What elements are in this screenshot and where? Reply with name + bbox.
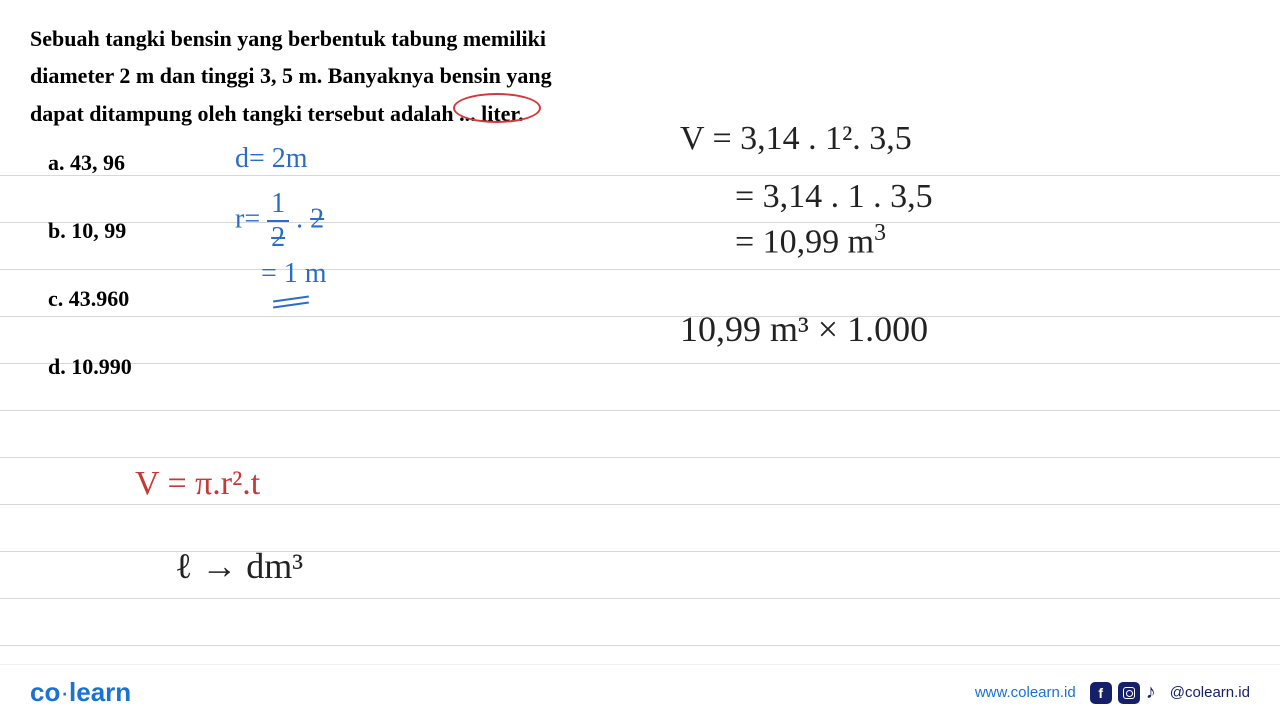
question-line-3-part: dapat ditampung oleh tangki tersebut ada… (30, 101, 459, 126)
blue-note-radius: r= 1 2 . 2 (235, 188, 324, 254)
footer-bar: co·learn www.colearn.id f ♪ @colearn.id (0, 664, 1280, 720)
footer-right: www.colearn.id f ♪ @colearn.id (975, 681, 1250, 704)
website-link[interactable]: www.colearn.id (975, 684, 1076, 701)
black-calc-v3: = 10,99 m3 (735, 220, 886, 261)
tiktok-icon[interactable]: ♪ (1146, 681, 1156, 704)
red-circle-annotation (453, 93, 541, 123)
blue-double-underline (273, 298, 309, 312)
red-formula: V = π.r².t (135, 465, 260, 503)
black-calc-v2: = 3,14 . 1 . 3,5 (735, 178, 933, 216)
option-d: d. 10.990 (48, 354, 630, 380)
instagram-icon[interactable] (1118, 682, 1140, 704)
option-b: b. 10, 99 (48, 218, 630, 244)
answer-options: a. 43, 96 b. 10, 99 c. 43.960 d. 10.990 (48, 150, 630, 380)
option-c: c. 43.960 (48, 286, 630, 312)
blue-note-radius-result: = 1 m (261, 258, 327, 290)
question-line-3: dapat ditampung oleh tangki tersebut ada… (30, 95, 630, 132)
facebook-icon[interactable]: f (1090, 682, 1112, 704)
blue-note-diameter: d= 2m (235, 143, 308, 175)
social-icons: f ♪ (1090, 681, 1156, 704)
black-calc-v1: V = 3,14 . 1². 3,5 (680, 120, 912, 158)
question-block: Sebuah tangki bensin yang berbentuk tabu… (30, 20, 630, 422)
brand-logo: co·learn (30, 677, 131, 708)
circled-answer-blank: ... liter. (459, 95, 524, 132)
social-handle: @colearn.id (1170, 684, 1250, 701)
option-a: a. 43, 96 (48, 150, 630, 176)
black-unit-conversion: ℓ → dm³ (175, 545, 303, 587)
question-line-2: diameter 2 m dan tinggi 3, 5 m. Banyakny… (30, 57, 630, 94)
question-line-1: Sebuah tangki bensin yang berbentuk tabu… (30, 20, 630, 57)
black-conversion-calc: 10,99 m³ × 1.000 (680, 308, 928, 350)
